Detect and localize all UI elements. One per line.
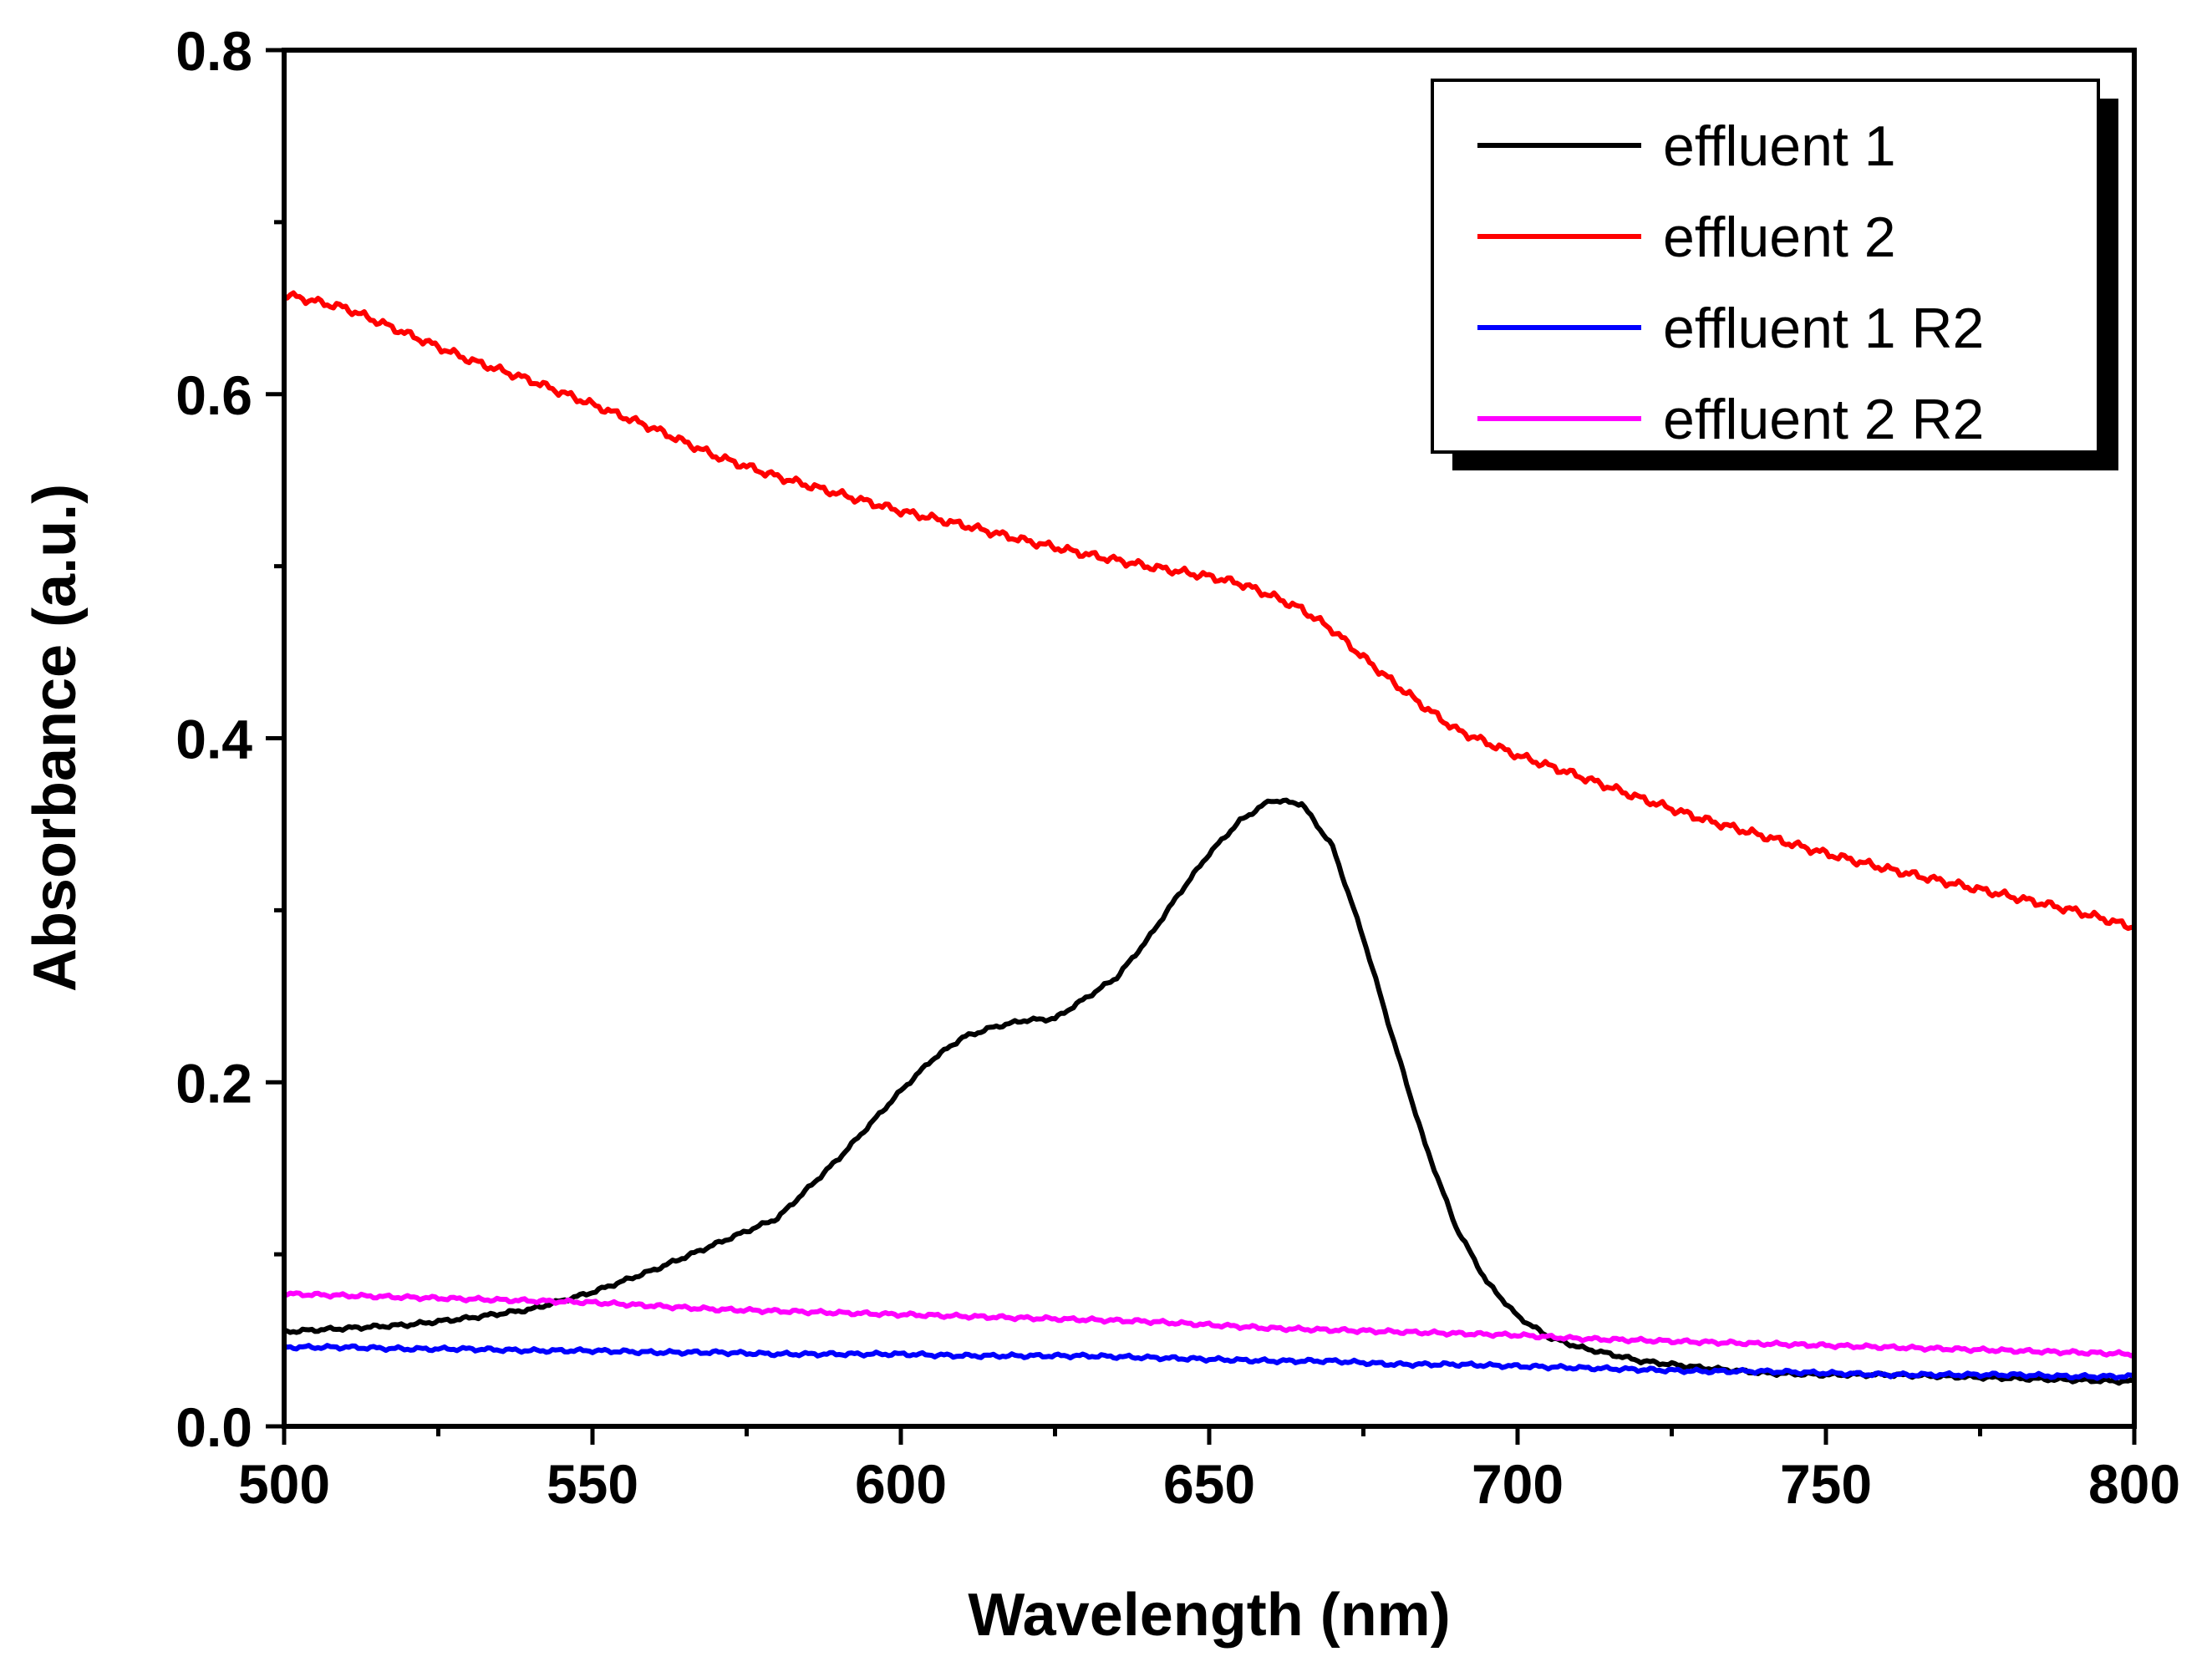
y-axis-title: Absorbance (a.u.) [22, 484, 89, 992]
plot-area [282, 290, 2136, 1386]
legend: effluent 1 effluent 2 effluent 1 R2 effluen… [1431, 79, 2118, 470]
legend-label: effluent 2 [1663, 206, 1896, 269]
series-line-effluent-1 [282, 797, 2136, 1386]
y-tick-label: 0.8 [175, 20, 252, 82]
legend-label: effluent 2 R2 [1663, 388, 1984, 451]
x-axis-title: Wavelength (nm) [968, 1582, 1450, 1649]
series-line-effluent-2-r2 [283, 1290, 2136, 1359]
series-line-effluent-1-r2 [282, 1343, 2136, 1381]
tick-labels: 500 550 600 650 700 750 800 0.0 0.2 0.4 0.6 0.8 [175, 20, 2180, 1515]
y-tick-label: 0.4 [175, 709, 252, 770]
x-tick-label: 800 [2088, 1453, 2180, 1515]
x-tick-label: 550 [547, 1453, 638, 1515]
series-line-effluent-2 [282, 290, 2135, 932]
y-tick-label: 0.2 [175, 1052, 252, 1114]
legend-label: effluent 1 [1663, 114, 1896, 178]
x-tick-label: 700 [1472, 1453, 1564, 1515]
legend-label: effluent 1 R2 [1663, 297, 1984, 360]
y-tick-label: 0.6 [175, 364, 252, 426]
x-tick-label: 750 [1780, 1453, 1872, 1515]
y-tick-label: 0.0 [175, 1396, 252, 1458]
x-tick-label: 600 [855, 1453, 947, 1515]
legend-box [1431, 79, 2100, 454]
x-tick-label: 650 [1163, 1453, 1255, 1515]
axis-ticks [266, 48, 2137, 1445]
x-tick-label: 500 [238, 1453, 330, 1515]
